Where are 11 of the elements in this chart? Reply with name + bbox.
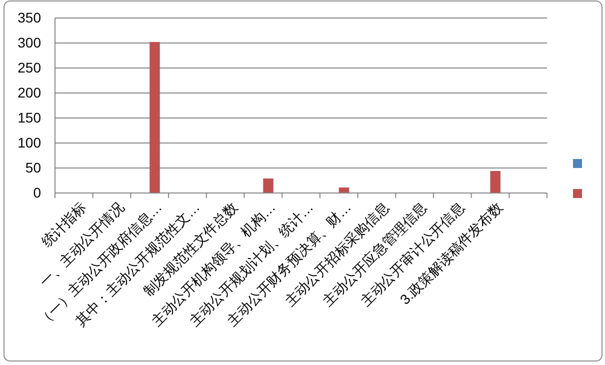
y-tick-label: 0 bbox=[33, 184, 42, 200]
bar bbox=[150, 42, 160, 193]
y-tick-label: 100 bbox=[18, 134, 42, 150]
bar bbox=[490, 171, 500, 193]
bar bbox=[263, 178, 274, 193]
y-tick-label: 150 bbox=[18, 109, 42, 126]
y-tick-label: 350 bbox=[18, 9, 42, 26]
y-tick-label: 250 bbox=[18, 59, 42, 76]
y-tick-label: 200 bbox=[18, 84, 42, 100]
y-tick-label: 300 bbox=[18, 34, 42, 50]
y-tick-label: 50 bbox=[25, 159, 42, 176]
